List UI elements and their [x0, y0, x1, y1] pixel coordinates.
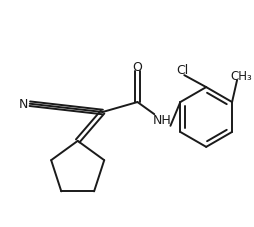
Text: CH₃: CH₃ — [230, 69, 252, 82]
Text: NH: NH — [153, 114, 172, 127]
Text: N: N — [19, 97, 29, 110]
Text: O: O — [133, 60, 142, 73]
Text: Cl: Cl — [176, 63, 188, 76]
